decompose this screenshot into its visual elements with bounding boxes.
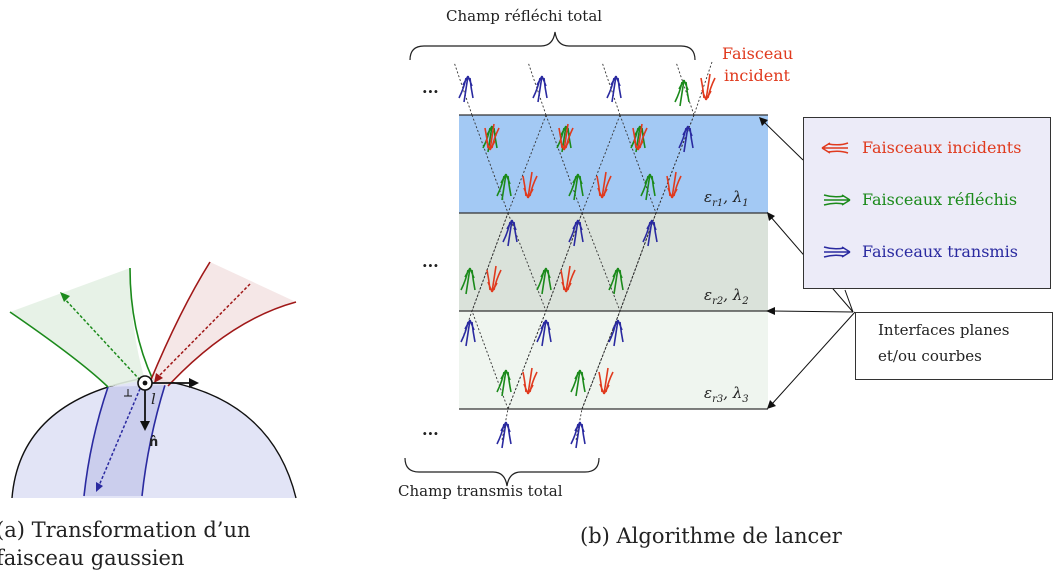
caption-b: (b) Algorithme de lancer — [580, 524, 842, 548]
incident-label-line2: incident — [724, 66, 790, 85]
ellipsis-middle: ... — [422, 252, 439, 271]
layer-2-label: εr2, λ2 — [704, 286, 749, 307]
incident-beam-glyph — [484, 123, 500, 151]
incident-beam-glyph — [666, 171, 682, 199]
transmitted-beam-glyph — [536, 319, 552, 347]
transmitted-beam-glyph — [532, 75, 548, 103]
transmitted-beam-glyph — [678, 125, 694, 153]
incident-beam-glyph — [596, 171, 612, 199]
transmitted-beam-glyph — [606, 75, 622, 103]
transmitted-beam-glyph — [496, 421, 512, 449]
transmitted-beam-glyph — [642, 219, 658, 247]
transmitted-beam-glyph — [458, 75, 474, 103]
legend-reflected-label: Faisceaux réfléchis — [862, 190, 1018, 209]
incident-beam-glyph — [558, 123, 574, 151]
reflected-beam-icon — [823, 193, 851, 206]
reflected-beam-glyph — [496, 369, 512, 397]
incident-beam-glyph — [522, 171, 538, 199]
incident-beam-icon — [821, 141, 849, 154]
bottom-brace — [404, 457, 600, 487]
ellipsis-top: ... — [422, 78, 439, 97]
incident-beam-glyph — [560, 265, 576, 293]
top-brace-label: Champ réfléchi total — [446, 7, 603, 25]
transmitted-beam-glyph — [568, 219, 584, 247]
transmitted-beam-glyph — [608, 319, 624, 347]
label-n: n̂ — [149, 435, 158, 450]
transmitted-beam-glyph — [570, 421, 586, 449]
reflected-beam-glyph — [630, 125, 646, 153]
reflected-beam-glyph — [536, 267, 552, 295]
layer-1-label: εr1, λ1 — [704, 188, 749, 209]
legend-incident: Faisceaux incidents — [820, 138, 1021, 157]
pointer-heads — [759, 117, 776, 409]
reflected-beam-glyph — [496, 173, 512, 201]
caption-a-line2: faisceau gaussien — [0, 546, 185, 570]
transmitted-beam-icon — [823, 245, 851, 258]
legend-transmitted: Faisceaux transmis — [820, 242, 1018, 261]
beam-glyphs — [458, 73, 716, 449]
incident-beam-glyph — [486, 265, 502, 293]
incident-label-line1: Faisceau — [722, 44, 794, 63]
reflected-beam-glyph — [556, 125, 572, 153]
ellipsis-bottom: ... — [422, 420, 439, 439]
top-brace — [409, 31, 696, 61]
reflected-beam-glyph — [608, 267, 624, 295]
interface-lines — [459, 114, 768, 410]
interfaces-box: Interfaces planes et/ou courbes — [855, 312, 1053, 380]
legend-transmitted-label: Faisceaux transmis — [862, 242, 1018, 261]
incident-beam-glyph — [522, 367, 538, 395]
reflected-beam-glyph — [674, 79, 690, 107]
bottom-brace-label: Champ transmis total — [398, 482, 563, 500]
transmitted-beam-glyph — [460, 319, 476, 347]
incident-beam-glyph — [700, 73, 716, 101]
transmitted-beam-glyph — [502, 219, 518, 247]
incident-beam-glyph — [632, 123, 648, 151]
legend-incident-label: Faisceaux incidents — [862, 138, 1022, 157]
pointer-arrows — [762, 120, 856, 405]
legend-reflected: Faisceaux réfléchis — [820, 190, 1017, 209]
layer-3-label: εr3, λ3 — [704, 384, 749, 405]
label-l: l — [151, 390, 156, 408]
interfaces-label-line1: Interfaces planes — [878, 321, 1010, 339]
caption-a-line1: (a) Transformation d’un — [0, 518, 251, 542]
legend-box: Faisceaux incidents Faisceaux réfléchis … — [803, 117, 1051, 289]
panel-a-drawing — [9, 261, 297, 499]
reflected-beam-glyph — [570, 369, 586, 397]
reflected-beam-glyph — [460, 267, 476, 295]
interfaces-label-line2: et/ou courbes — [878, 347, 982, 365]
reflected-beam-glyph — [640, 173, 656, 201]
reflected-beam-glyph — [568, 173, 584, 201]
incident-beam-glyph — [598, 367, 614, 395]
reflected-beam-glyph — [482, 125, 498, 153]
